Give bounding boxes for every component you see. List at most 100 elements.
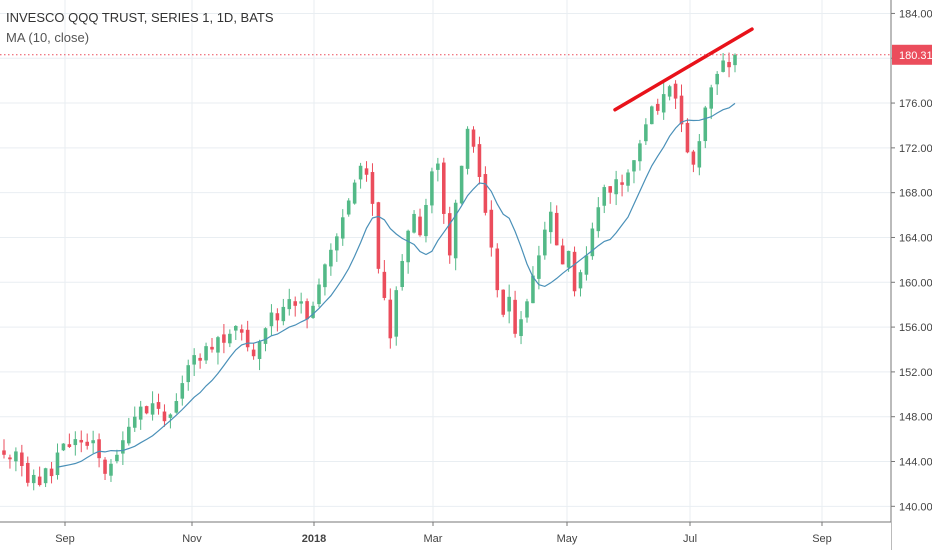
price-axis-bg (891, 0, 932, 550)
y-tick-label: 172.00 (899, 143, 932, 155)
candle-body (673, 83, 678, 99)
candle-body (554, 212, 559, 246)
candle-body (251, 349, 256, 357)
candle-body (25, 462, 30, 483)
candle-body (483, 174, 488, 213)
candle-body (548, 211, 553, 233)
candle-body (501, 289, 506, 315)
candle-body (168, 414, 173, 418)
candle-body (453, 202, 458, 259)
candle-body (305, 301, 309, 320)
candle-body (228, 333, 232, 344)
candle-body (239, 329, 244, 333)
candle-body (632, 160, 636, 172)
candle-body (346, 200, 351, 215)
candle-body (584, 255, 589, 275)
candle-body (703, 107, 708, 142)
candle-body (210, 346, 214, 350)
candle-body (459, 165, 464, 204)
x-tick-label: Sep (812, 533, 832, 545)
candle-body (91, 440, 95, 444)
y-tick-label: 176.00 (899, 98, 932, 110)
candle-body (626, 172, 630, 186)
last-price-badge (892, 44, 932, 65)
candle-body (614, 179, 618, 195)
candle-body (174, 401, 179, 413)
candle-body (495, 248, 500, 291)
candle-body (537, 255, 541, 279)
candle-body (655, 103, 660, 111)
candle-body (596, 207, 601, 232)
candle-body (233, 325, 238, 331)
candle-body (275, 313, 280, 321)
candle-body (709, 87, 714, 109)
candle-body (323, 264, 327, 288)
candle-body (156, 402, 161, 409)
candle-body (608, 186, 612, 193)
price-axis[interactable]: 140.00 144.00 148.00 152.00 156.00 160.00 164.… (890, 0, 932, 550)
candle-body (406, 230, 410, 263)
candle-body (73, 439, 78, 446)
candle-body (138, 406, 143, 420)
candle-body (382, 271, 387, 298)
candle-body (269, 312, 274, 327)
candle-body (442, 162, 446, 214)
y-tick-label: 152.00 (899, 367, 932, 379)
candle-body (317, 284, 321, 305)
candle-body (471, 129, 476, 147)
candle-body (447, 213, 452, 256)
candle-body (650, 106, 654, 125)
moving-average-line (57, 102, 736, 468)
candle-body (222, 334, 226, 343)
indicator-label: MA (10, close) (6, 30, 90, 45)
candle-body (115, 454, 119, 462)
candle-body (20, 452, 24, 466)
candle-body (216, 337, 220, 353)
candle-body (257, 341, 262, 359)
candle-body (43, 468, 48, 484)
candle-body (560, 245, 565, 265)
candle-body (733, 54, 737, 66)
candle-body (121, 440, 125, 454)
candle-body (358, 165, 363, 180)
candle-body (572, 251, 577, 292)
candle-body (97, 439, 101, 459)
last-price-label: 180.31 (899, 50, 932, 62)
candle-body (727, 61, 731, 68)
candle-body (436, 163, 440, 170)
candle-body (85, 441, 89, 446)
candle-body (715, 73, 719, 85)
candle-body (14, 451, 18, 462)
candle-body (335, 236, 339, 251)
y-tick-label: 184.00 (899, 8, 932, 20)
x-tick-label: Mar (424, 533, 443, 545)
candle-body (204, 346, 208, 361)
x-tick-label: Sep (55, 533, 75, 545)
candle-body (424, 204, 428, 237)
candle-body (186, 365, 191, 383)
symbol-title: INVESCO QQQ TRUST, SERIES 1, 1D, BATS (6, 10, 274, 25)
y-tick-label: 160.00 (899, 277, 932, 289)
candle-body (79, 439, 84, 443)
candle-body (590, 228, 595, 257)
candle-body (489, 209, 494, 248)
candle-body (376, 202, 381, 269)
candle-body (531, 275, 535, 304)
y-tick-label: 164.00 (899, 232, 932, 244)
candle-body (311, 305, 315, 318)
candle-body (55, 452, 60, 476)
candle-body (691, 151, 696, 165)
candle-body (144, 406, 149, 414)
trendline[interactable] (613, 27, 754, 112)
candle-body (2, 450, 6, 455)
candle-body (162, 411, 167, 422)
candle-body (685, 122, 690, 153)
candle-body (418, 216, 422, 236)
time-axis[interactable]: Sep Nov 2018 Mar May Jul Sep (0, 521, 891, 550)
x-tick-label: Jul (683, 533, 697, 545)
candle-body (198, 357, 202, 361)
x-tick-label: May (557, 533, 578, 545)
candle-body (61, 443, 66, 451)
